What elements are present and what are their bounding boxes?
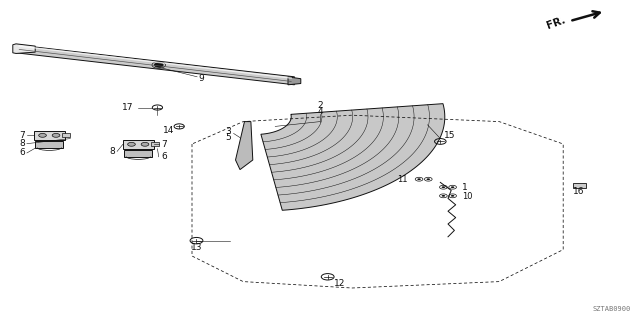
Text: 5: 5 — [226, 133, 231, 142]
Circle shape — [154, 63, 163, 67]
Text: 7: 7 — [162, 140, 167, 149]
Text: 11: 11 — [397, 175, 408, 184]
Text: 6: 6 — [19, 148, 24, 157]
Bar — [62, 133, 70, 137]
Text: 3: 3 — [226, 127, 231, 136]
Text: 13: 13 — [191, 244, 202, 252]
Bar — [123, 140, 154, 149]
Polygon shape — [13, 44, 35, 53]
Polygon shape — [16, 45, 294, 85]
Circle shape — [442, 195, 445, 197]
Polygon shape — [288, 77, 301, 85]
Text: 17: 17 — [122, 103, 134, 112]
Text: 6: 6 — [162, 152, 167, 161]
Bar — [34, 131, 65, 140]
Bar — [573, 183, 586, 188]
Circle shape — [451, 195, 454, 197]
Circle shape — [451, 186, 454, 188]
Text: 9: 9 — [199, 74, 204, 83]
Circle shape — [52, 133, 60, 137]
Bar — [35, 141, 63, 148]
Circle shape — [141, 142, 149, 146]
Text: 1: 1 — [462, 183, 468, 192]
Bar — [151, 142, 159, 146]
Text: 4: 4 — [317, 108, 323, 116]
Circle shape — [417, 178, 421, 180]
Text: 10: 10 — [462, 192, 472, 201]
Text: 14: 14 — [163, 126, 174, 135]
Text: 7: 7 — [19, 131, 24, 140]
Polygon shape — [261, 104, 445, 210]
Circle shape — [127, 142, 135, 146]
Circle shape — [38, 133, 46, 137]
Circle shape — [426, 178, 430, 180]
Polygon shape — [236, 122, 253, 170]
Text: SZTAB0900: SZTAB0900 — [592, 306, 630, 312]
Text: FR.: FR. — [545, 14, 566, 30]
Text: 16: 16 — [573, 188, 585, 196]
Text: 8: 8 — [19, 139, 24, 148]
Text: 2: 2 — [317, 101, 323, 110]
Text: 8: 8 — [109, 147, 115, 156]
Circle shape — [442, 186, 445, 188]
Text: 15: 15 — [444, 132, 456, 140]
Bar — [124, 150, 152, 157]
Text: 12: 12 — [333, 279, 345, 288]
